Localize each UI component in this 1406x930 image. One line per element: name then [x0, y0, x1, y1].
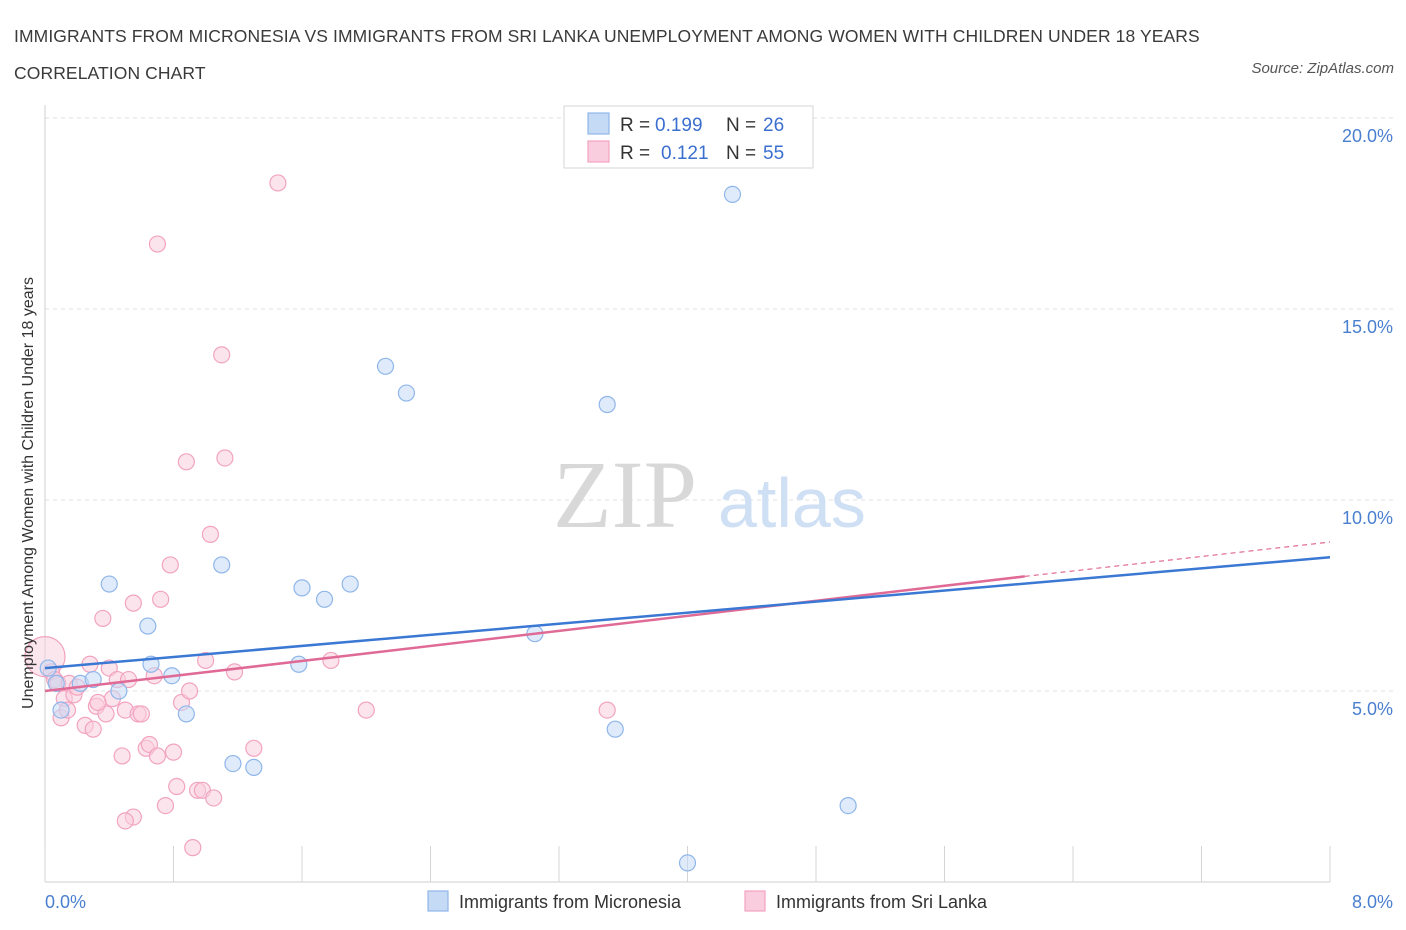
point-sri-lanka-31: [161, 556, 179, 574]
legend-n-label-1: N =: [726, 115, 756, 136]
point-sri-lanka-54: [89, 693, 107, 712]
point-sri-lanka-44: [216, 449, 234, 467]
point-sri-lanka-19: [113, 747, 131, 765]
legend-r-value-1: 0.199: [655, 115, 703, 136]
point-micronesia-4: [139, 617, 157, 635]
point-micronesia-16: [397, 384, 416, 402]
legend-n-value-2: 55: [763, 143, 784, 164]
y-axis-label: Unemployment Among Women with Children U…: [20, 277, 37, 709]
point-sri-lanka-42: [205, 789, 223, 807]
point-micronesia-19: [606, 720, 624, 738]
point-sri-lanka-36: [180, 682, 199, 700]
legend-r-label-1: R =: [620, 115, 650, 136]
trend-line-sri-lanka-extension: [1024, 541, 1331, 577]
series-legend-swatch-sri-lanka: [744, 890, 766, 912]
series-legend-label-micronesia: Immigrants from Micronesia: [459, 892, 682, 912]
point-sri-lanka-50: [116, 812, 134, 830]
point-micronesia-22: [839, 796, 857, 815]
point-sri-lanka-28: [148, 747, 167, 765]
legend-r-label-2: R =: [620, 143, 650, 164]
y-tick-label-1: 10.0%: [1342, 508, 1393, 528]
point-sri-lanka-53: [598, 701, 616, 719]
trend-line-micronesia: [44, 556, 1331, 670]
x-tick-label-0: 0.0%: [45, 892, 86, 912]
legend-swatch-micronesia: [587, 112, 610, 135]
point-sri-lanka-40: [197, 651, 215, 670]
point-micronesia-23: [47, 674, 65, 692]
point-sri-lanka-12: [84, 720, 102, 738]
point-sri-lanka-41: [201, 525, 220, 543]
point-sri-lanka-46: [245, 739, 263, 757]
y-tick-label-0: 5.0%: [1352, 699, 1393, 719]
point-sri-lanka-24: [132, 705, 150, 723]
point-sri-lanka-47: [269, 174, 287, 192]
legend-r-value-2: 0.121: [661, 143, 709, 164]
point-sri-lanka-48: [148, 235, 167, 253]
trend-lines: [44, 541, 1331, 693]
point-micronesia-14: [341, 575, 359, 593]
point-micronesia-25: [84, 670, 102, 689]
point-micronesia-2: [100, 575, 118, 593]
legend-swatch-sri-lanka: [587, 140, 610, 163]
point-sri-lanka-29: [152, 590, 170, 608]
point-micronesia-11: [290, 655, 308, 673]
point-sri-lanka-45: [225, 663, 244, 681]
grid: [45, 117, 1395, 692]
point-micronesia-9: [224, 754, 242, 773]
point-sri-lanka-22: [124, 594, 142, 612]
trend-line-sri-lanka: [44, 575, 1025, 693]
point-micronesia-3: [110, 682, 128, 700]
point-micronesia-12: [293, 579, 311, 597]
point-micronesia-13: [315, 590, 334, 608]
point-sri-lanka-52: [357, 701, 375, 719]
y-tick-label-3: 20.0%: [1342, 126, 1393, 146]
point-sri-lanka-14: [94, 609, 112, 628]
chart-title: IMMIGRANTS FROM MICRONESIA VS IMMIGRANTS…: [14, 26, 1200, 83]
point-sri-lanka-30: [156, 796, 175, 815]
point-sri-lanka-35: [177, 453, 195, 471]
x-tick-label-1: 8.0%: [1352, 892, 1393, 912]
axes: [44, 105, 1331, 883]
stats-legend: R = 0.199 N = 26 R = 0.121 N = 55: [563, 105, 814, 169]
point-micronesia-10: [245, 758, 263, 777]
watermark-atlas: atlas: [718, 464, 866, 542]
point-micronesia-20: [723, 185, 742, 203]
point-micronesia-24: [52, 701, 70, 719]
legend-n-value-1: 26: [763, 115, 784, 136]
point-micronesia-15: [376, 357, 395, 375]
chart-source: Source: ZipAtlas.com: [1251, 60, 1394, 77]
series-legend: Immigrants from Micronesia Immigrants fr…: [427, 890, 988, 912]
point-sri-lanka-33: [168, 777, 186, 796]
point-micronesia-18: [598, 395, 616, 414]
series-legend-label-sri-lanka: Immigrants from Sri Lanka: [776, 892, 988, 912]
point-sri-lanka-51: [322, 651, 340, 670]
point-sri-lanka-43: [213, 346, 231, 364]
point-sri-lanka-37: [184, 839, 202, 857]
data-points: [24, 174, 857, 872]
tick-labels: 5.0% 10.0% 15.0% 20.0% 0.0% 8.0%: [45, 126, 1393, 912]
legend-n-label-2: N =: [726, 143, 756, 164]
point-micronesia-7: [177, 705, 195, 723]
point-micronesia-21: [678, 854, 697, 872]
y-tick-label-2: 15.0%: [1342, 317, 1393, 337]
point-sri-lanka-32: [164, 743, 183, 761]
series-legend-swatch-micronesia: [427, 890, 449, 912]
watermark: ZIP atlas: [553, 441, 866, 548]
watermark-zip: ZIP: [553, 441, 697, 548]
point-micronesia-8: [213, 556, 231, 574]
